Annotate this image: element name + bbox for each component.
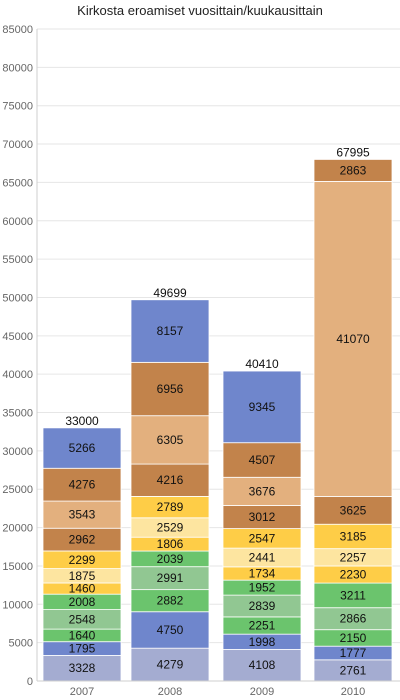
bar-segment-label: 1734: [249, 566, 276, 580]
bar-segment-label: 2257: [340, 550, 367, 564]
bar-segment-label: 4276: [69, 478, 96, 492]
bar-segment-label: 2529: [157, 521, 184, 535]
bar-segment-label: 2230: [340, 568, 367, 582]
bar-segment-label: 2039: [157, 552, 184, 566]
bar-segment-label: 2150: [340, 631, 367, 645]
bar-segment-label: 2547: [249, 531, 276, 545]
bar-segment: [313, 496, 393, 525]
bar-segment: [222, 370, 302, 444]
bar-segment-label: 1795: [69, 642, 96, 656]
y-tick-label: 5000: [9, 638, 33, 650]
bar-segment-label: 3328: [69, 661, 96, 675]
bar-segment-label: 1875: [69, 569, 96, 583]
bar-segment-label: 2991: [157, 571, 184, 585]
bar-segment-label: 6956: [157, 382, 184, 396]
bar-segment-label: 1777: [340, 646, 367, 660]
bar-segment-label: 2789: [157, 500, 184, 514]
y-tick-label: 35000: [2, 408, 33, 420]
bar-segment-label: 1640: [69, 628, 96, 642]
bar-segment-label: 6305: [157, 433, 184, 447]
y-tick-label: 30000: [2, 446, 33, 458]
y-tick-label: 80000: [2, 62, 33, 74]
y-tick-label: 85000: [2, 24, 33, 36]
y-tick-label: 50000: [2, 292, 33, 304]
bar-segment: [42, 427, 122, 469]
x-tick-label: 2007: [70, 686, 94, 698]
x-tick-label: 2010: [341, 686, 365, 698]
y-tick-label: 65000: [2, 177, 33, 189]
bar-segment-label: 2299: [69, 553, 96, 567]
bar-total-label: 49699: [153, 286, 187, 300]
bar-segment-label: 2962: [69, 533, 96, 547]
bar-segment-label: 9345: [249, 400, 276, 414]
bar-segment: [130, 361, 210, 417]
chart-title: Kirkosta eroamiset vuosittain/kuukausitt…: [77, 3, 323, 18]
y-tick-label: 40000: [2, 369, 33, 381]
bar-segment-label: 41070: [336, 332, 370, 346]
bar-segment: [313, 582, 393, 609]
bar-segment-label: 2008: [69, 595, 96, 609]
y-tick-label: 25000: [2, 484, 33, 496]
y-tick-label: 70000: [2, 139, 33, 151]
x-tick-label: 2009: [250, 686, 274, 698]
bar-segment: [42, 467, 122, 502]
bar-segment: [222, 476, 302, 506]
bar-segment-label: 4216: [157, 473, 184, 487]
bar-segment-label: 3211: [340, 588, 366, 602]
bar-segment: [130, 463, 210, 497]
bar-segment: [313, 523, 393, 550]
bar-segment-label: 3543: [69, 508, 96, 522]
x-tick-label: 2008: [158, 686, 182, 698]
bar-segment-label: 2863: [340, 163, 367, 177]
bar-segment-label: 3676: [249, 484, 276, 498]
bar-segment: [42, 500, 122, 529]
bar-total-label: 67995: [336, 145, 370, 159]
bar-segment-label: 2866: [340, 612, 367, 626]
bar-total-label: 40410: [245, 357, 279, 371]
bar-segment: [130, 415, 210, 465]
bar-segment-label: 4750: [157, 623, 184, 637]
bar-segment-label: 5266: [69, 441, 96, 455]
y-tick-label: 0: [27, 676, 33, 688]
bar-total-label: 33000: [65, 414, 99, 428]
bar-segment-label: 2548: [69, 612, 96, 626]
bar-segment-label: 4507: [249, 453, 276, 467]
y-tick-label: 75000: [2, 101, 33, 113]
bar-segment-label: 1952: [249, 581, 276, 595]
bar-segment-label: 2441: [249, 550, 276, 564]
y-tick-label: 15000: [2, 561, 33, 573]
bar-segment-label: 2251: [249, 619, 276, 633]
bar-segment-label: 4108: [249, 658, 276, 672]
bar-segment: [130, 299, 210, 363]
bar-segment-label: 1806: [157, 537, 184, 551]
bar-segment-label: 2839: [249, 599, 276, 613]
bar-segment-label: 2882: [157, 594, 184, 608]
bar-segment-label: 1460: [69, 582, 96, 596]
bar-segment: [130, 611, 210, 649]
bar-segment-label: 1998: [249, 635, 276, 649]
bar-segment-label: 3625: [340, 503, 367, 517]
bar-segment: [313, 180, 393, 497]
bar-segment-label: 3185: [340, 529, 367, 543]
y-tick-label: 20000: [2, 523, 33, 535]
bar-segment: [222, 442, 302, 478]
y-tick-label: 45000: [2, 331, 33, 343]
y-tick-label: 60000: [2, 216, 33, 228]
bar-segment-label: 3012: [249, 510, 276, 524]
bar-segment-label: 2761: [340, 663, 367, 677]
y-tick-label: 55000: [2, 254, 33, 266]
bar-segment-label: 4279: [157, 658, 184, 672]
bar-segment: [313, 159, 393, 182]
bar-segment-label: 8157: [157, 324, 184, 338]
y-tick-label: 10000: [2, 599, 33, 611]
